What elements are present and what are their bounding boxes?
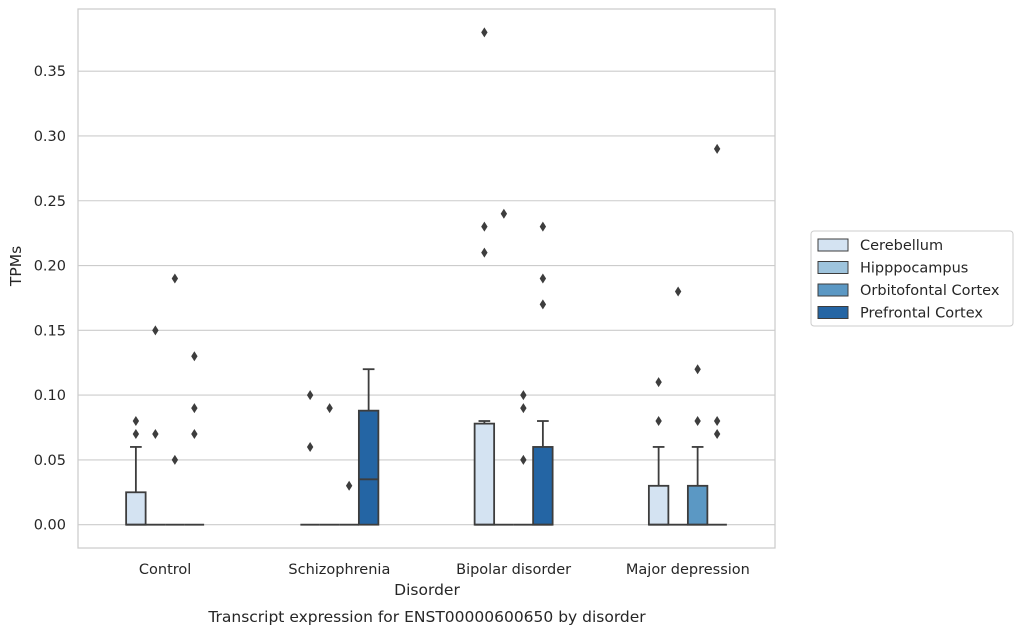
legend-label: Cerebellum bbox=[860, 238, 943, 254]
outlier-point bbox=[713, 416, 721, 427]
outlier-point bbox=[191, 403, 198, 414]
box-1-2 bbox=[339, 480, 359, 526]
box-body bbox=[125, 491, 147, 526]
outlier-point bbox=[539, 299, 547, 310]
box-0-2 bbox=[165, 273, 185, 526]
x-tick-label: Control bbox=[139, 562, 191, 578]
outlier-point bbox=[655, 416, 662, 427]
outlier-point bbox=[539, 221, 547, 232]
outlier-point bbox=[326, 403, 333, 414]
box-body bbox=[532, 446, 554, 526]
box-0-0 bbox=[125, 416, 147, 526]
outlier-point bbox=[152, 428, 159, 439]
outlier-point bbox=[345, 480, 353, 491]
y-tick-label: 0.05 bbox=[34, 453, 66, 469]
outlier-point bbox=[655, 377, 662, 388]
y-tick-label: 0.15 bbox=[34, 323, 66, 339]
y-tick-label: 0.30 bbox=[34, 129, 66, 145]
outlier-point bbox=[481, 27, 488, 38]
legend: Cerebellum Hipppocampus Orbitofontal Corte… bbox=[810, 230, 1014, 327]
box-3-0 bbox=[647, 377, 670, 526]
outlier-point bbox=[152, 325, 159, 336]
box-body bbox=[647, 484, 670, 526]
box-1-3 bbox=[357, 368, 380, 526]
box-2-1 bbox=[494, 208, 514, 526]
box-1-1 bbox=[319, 403, 340, 526]
legend-swatch bbox=[817, 238, 849, 252]
outlier-point bbox=[520, 454, 527, 465]
outlier-point bbox=[674, 286, 682, 297]
y-axis-ticks: 0.00 0.05 0.10 0.15 0.20 0.25 0.30 0.35 bbox=[34, 64, 66, 533]
x-axis-label: Disorder bbox=[394, 581, 460, 599]
legend-swatch bbox=[817, 283, 849, 297]
box-2-3 bbox=[532, 221, 554, 526]
x-axis-ticks: Control Schizophrenia Bipolar disorder Majo… bbox=[139, 562, 750, 578]
x-tick-label: Schizophrenia bbox=[288, 562, 390, 578]
chart-caption: Transcript expression for ENST0000060065… bbox=[207, 608, 646, 626]
box-body bbox=[357, 409, 380, 526]
y-tick-label: 0.00 bbox=[34, 518, 66, 534]
y-tick-label: 0.35 bbox=[34, 64, 66, 80]
box-body bbox=[686, 484, 709, 526]
plot-frame bbox=[77, 8, 776, 549]
x-tick-label: Major depression bbox=[626, 562, 750, 578]
outlier-point bbox=[694, 364, 701, 375]
legend-swatch bbox=[817, 261, 849, 274]
legend-label: Hipppocampus bbox=[860, 261, 968, 277]
outlier-point bbox=[713, 428, 721, 439]
outlier-point bbox=[520, 403, 527, 414]
outlier-point bbox=[306, 390, 314, 401]
box-3-1 bbox=[668, 286, 688, 526]
box-3-3 bbox=[707, 143, 727, 526]
box-3-2 bbox=[686, 364, 709, 526]
legend-label: Orbitofontal Cortex bbox=[860, 283, 1000, 299]
outlier-point bbox=[132, 416, 140, 427]
outlier-point bbox=[520, 390, 527, 401]
box-2-2 bbox=[513, 390, 534, 526]
outlier-point bbox=[171, 273, 179, 284]
legend-frame bbox=[810, 230, 1014, 327]
y-axis-label: TPMs bbox=[7, 246, 25, 287]
outlier-point bbox=[191, 428, 198, 439]
outlier-point bbox=[306, 441, 314, 452]
legend-items: Cerebellum Hipppocampus Orbitofontal Corte… bbox=[817, 238, 1000, 322]
box-0-1 bbox=[145, 325, 166, 526]
y-tick-label: 0.10 bbox=[34, 388, 66, 404]
box-1-0 bbox=[300, 390, 320, 526]
legend-label: Prefrontal Cortex bbox=[860, 306, 983, 322]
outlier-point bbox=[539, 273, 547, 284]
box-0-3 bbox=[184, 351, 205, 526]
box-series bbox=[125, 27, 727, 526]
x-tick-label: Bipolar disorder bbox=[456, 562, 571, 578]
legend-swatch bbox=[817, 306, 849, 319]
outlier-point bbox=[500, 208, 508, 219]
box-body bbox=[473, 422, 496, 526]
outlier-point bbox=[191, 351, 198, 362]
y-tick-label: 0.25 bbox=[34, 194, 66, 210]
outlier-point bbox=[481, 221, 488, 232]
outlier-point bbox=[481, 247, 488, 258]
outlier-point bbox=[713, 143, 721, 154]
outlier-point bbox=[132, 428, 140, 439]
box-2-0 bbox=[473, 27, 496, 526]
outlier-point bbox=[171, 454, 179, 465]
y-tick-label: 0.20 bbox=[34, 259, 66, 275]
outlier-point bbox=[694, 416, 701, 427]
